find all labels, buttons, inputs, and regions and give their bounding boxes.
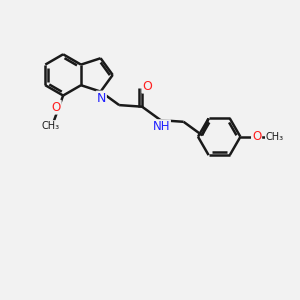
- Text: O: O: [142, 80, 152, 93]
- Text: CH₃: CH₃: [41, 121, 60, 131]
- Text: N: N: [97, 92, 106, 105]
- Text: O: O: [252, 130, 261, 143]
- Text: NH: NH: [152, 120, 170, 133]
- Text: O: O: [52, 101, 61, 114]
- Text: CH₃: CH₃: [266, 132, 284, 142]
